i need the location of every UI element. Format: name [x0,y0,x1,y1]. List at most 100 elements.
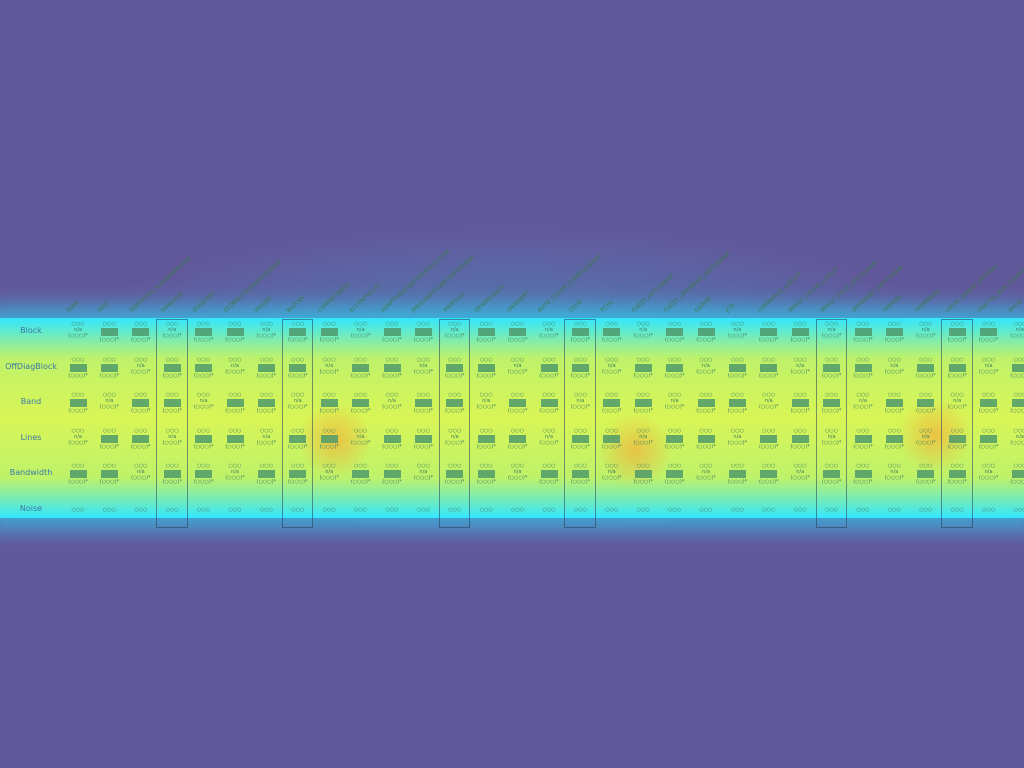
cell-paren: (○○○)* [790,475,810,481]
cell-paren: (○○○)* [256,408,277,414]
cell-dots: ○○○ [259,321,273,327]
cell-na: n/a [513,469,522,475]
cell-dots: ○○○ [699,392,713,398]
cell-dots: ○○○ [102,427,116,434]
cell-dots: ○○○ [573,427,587,434]
matrix-cell: ○○○n/a(○○○)* [693,357,719,387]
matrix-cell: ○○○n/a(○○○)* [159,321,185,351]
cell-na: n/a [388,398,396,404]
cell-dots: ○○○ [416,321,430,327]
matrix-cell: ○○○ (○○○)* [316,392,342,422]
matrix-cell: ○○○ [881,499,907,529]
cell-dots: ○○○ [71,321,85,327]
matrix-cell: ○○○ [756,499,782,529]
cell-dots: ○○○ [950,427,964,434]
highlighted-column [941,319,973,528]
matrix-cell: ○○○n/a(○○○)* [442,321,468,351]
cell-paren: (○○○)* [1010,372,1024,379]
matrix-cell: ○○○ (○○○)* [724,463,750,493]
feature-matrix [0,318,1024,518]
cell-na: n/a [607,469,616,475]
cell-dots: ○○○ [259,356,273,363]
cell-paren: (○○○)* [916,479,936,485]
cell-dots: ○○○ [197,321,211,327]
matrix-cell: ○○○ (○○○)* [222,321,248,351]
cell-dots: ○○○ [542,427,556,434]
cell-paren: (○○○)* [570,372,591,379]
cell-dots: ○○○ [354,427,368,434]
cell-bar [540,363,558,372]
cell-dots: ○○○ [511,463,525,469]
cell-paren: (○○○)* [602,408,622,414]
cell-dots: ○○○ [291,392,305,398]
cell-dots: ○○○ [416,506,430,513]
cell-bar [1011,363,1024,372]
cell-paren: (○○○)* [350,408,371,414]
cell-dots: ○○○ [416,392,430,398]
cell-dots: ○○○ [887,506,901,513]
cell-bar [603,434,621,443]
cell-bar [980,434,998,443]
cell-dots: ○○○ [542,321,556,327]
cell-na: n/a [607,362,616,369]
cell-dots: ○○○ [762,356,776,363]
cell-dots: ○○○ [793,506,807,513]
matrix-cell: ○○○ (○○○)* [410,321,436,351]
matrix-cell: ○○○ [630,499,656,529]
matrix-cell: ○○○n/a(○○○)* [787,463,813,493]
cell-paren: (○○○)* [727,408,748,414]
matrix-cell: ○○○n/a(○○○)* [913,321,939,351]
cell-dots: ○○○ [793,392,807,398]
cell-paren: (○○○)* [319,408,339,414]
cell-bar [854,363,872,372]
cell-bar [195,363,213,372]
cell-dots: ○○○ [448,463,462,469]
matrix-cell: ○○○ [379,499,405,529]
cell-dots: ○○○ [259,427,273,434]
cell-paren: (○○○)* [602,475,622,481]
cell-bar [791,399,809,407]
matrix-cell: ○○○ (○○○)* [442,392,468,422]
cell-paren: (○○○)* [162,372,182,379]
cell-bar [854,328,872,336]
matrix-cell: ○○○ (○○○)* [191,463,217,493]
matrix-cell: ○○○ (○○○)* [536,357,562,387]
cell-dots: ○○○ [165,427,179,434]
cell-na: n/a [482,398,491,404]
cell-dots: ○○○ [636,506,650,513]
matrix-cell: ○○○ (○○○)* [410,392,436,422]
cell-paren: (○○○)* [539,439,559,446]
cell-paren: (○○○)* [288,443,308,450]
cell-dots: ○○○ [825,321,839,327]
cell-paren: (○○○)* [884,408,905,414]
matrix-cell: ○○○ (○○○)* [787,392,813,422]
cell-bar [885,328,903,336]
cell-na: n/a [890,469,899,475]
cell-bar [571,470,589,478]
cell-dots: ○○○ [228,506,242,513]
matrix-cell: ○○○ (○○○)* [787,428,813,458]
cell-dots: ○○○ [228,427,242,434]
cell-bar [100,363,118,372]
matrix-cell: ○○○ (○○○)* [65,357,91,387]
cell-dots: ○○○ [197,463,211,469]
cell-paren: (○○○)* [664,337,685,343]
cell-dots: ○○○ [322,321,336,327]
cell-na: n/a [325,469,334,475]
cell-na: n/a [545,327,553,333]
matrix-cell: ○○○ [348,499,374,529]
cell-dots: ○○○ [982,356,996,363]
cell-paren: (○○○)* [539,479,559,485]
cell-paren: (○○○)* [99,443,120,450]
matrix-cell: ○○○ (○○○)* [379,357,405,387]
cell-bar [760,434,778,443]
cell-paren: (○○○)* [664,404,685,410]
matrix-cell: ○○○ (○○○)* [567,321,593,351]
cell-dots: ○○○ [573,356,587,363]
matrix-cell: ○○○n/a(○○○)* [348,428,374,458]
matrix-cell: ○○○n/a(○○○)* [410,357,436,387]
matrix-cell: ○○○ [410,499,436,529]
cell-dots: ○○○ [479,321,493,327]
cell-dots: ○○○ [762,506,776,513]
row-label: Noise [19,503,43,513]
